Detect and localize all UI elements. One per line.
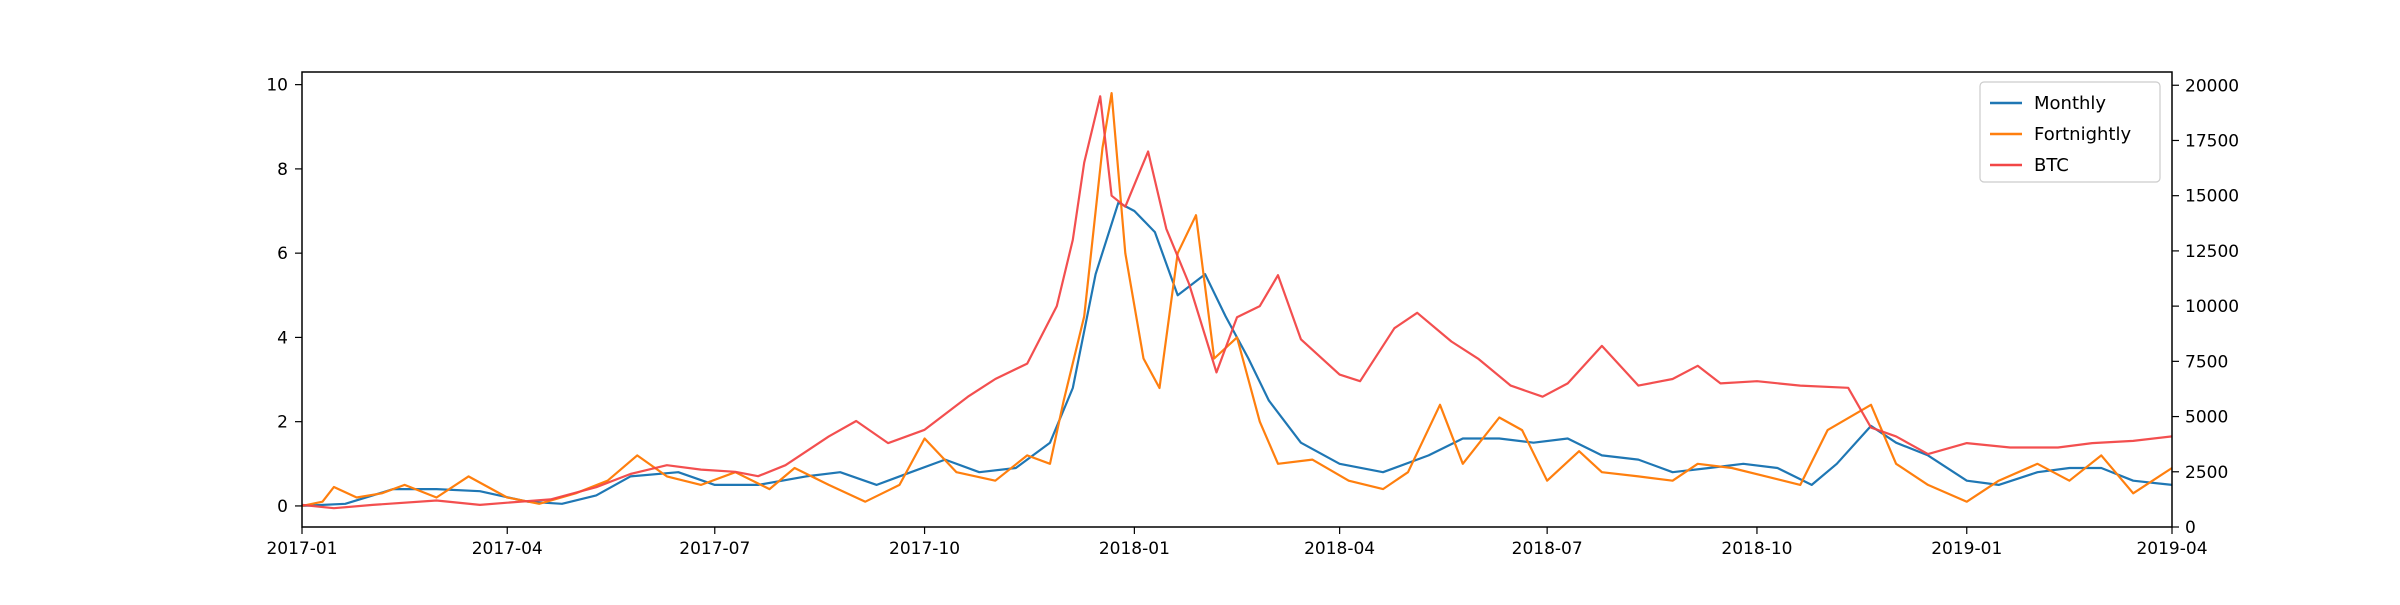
x-tick-label: 2017-01 — [266, 539, 337, 559]
x-tick-label: 2017-04 — [472, 539, 543, 559]
plot-frame — [301, 71, 2173, 528]
y2-tick-label: 7500 — [2185, 352, 2228, 372]
series-layer — [301, 92, 2173, 510]
y-tick-label: 6 — [277, 244, 288, 264]
y-axis-right: 0 2500 5000 7500 10000 12500 15000 17500 20000 — [2172, 76, 2239, 538]
legend-box — [1979, 81, 2161, 183]
y2-tick-label: 0 — [2185, 518, 2196, 538]
legend: Monthly Fortnightly BTC — [1979, 81, 2161, 183]
x-tick-label: 2018-10 — [1721, 539, 1792, 559]
y2-tick-label: 15000 — [2185, 187, 2239, 207]
y-tick-label: 8 — [277, 160, 288, 180]
series-line-btc — [301, 95, 2173, 510]
x-tick-label: 2018-04 — [1304, 539, 1375, 559]
y2-tick-label: 20000 — [2185, 76, 2239, 96]
x-tick-label: 2018-01 — [1099, 539, 1170, 559]
series-line-fortnightly — [301, 92, 2173, 507]
y-axis-left: 0 2 4 6 8 10 — [266, 76, 302, 517]
y2-tick-label: 2500 — [2185, 463, 2228, 483]
y-tick-label: 2 — [277, 413, 288, 433]
y2-tick-label: 12500 — [2185, 242, 2239, 262]
y2-tick-label: 10000 — [2185, 297, 2239, 317]
x-tick-label: 2017-07 — [679, 539, 750, 559]
legend-label-monthly: Monthly — [2034, 93, 2106, 114]
x-tick-label: 2019-01 — [1931, 539, 2002, 559]
y2-tick-label: 5000 — [2185, 408, 2228, 428]
y2-tick-label: 17500 — [2185, 131, 2239, 151]
y-tick-label: 10 — [266, 76, 288, 96]
y-tick-label: 0 — [277, 497, 288, 517]
x-tick-label: 2017-10 — [889, 539, 960, 559]
x-axis: 2017-01 2017-04 2017-07 2017-10 2018-01 2018-… — [266, 527, 2208, 559]
x-tick-label: 2019-04 — [2136, 539, 2207, 559]
y-tick-label: 4 — [277, 328, 288, 348]
legend-label-fortnightly: Fortnightly — [2034, 124, 2131, 145]
legend-label-btc: BTC — [2034, 155, 2069, 176]
x-tick-label: 2018-07 — [1512, 539, 1583, 559]
